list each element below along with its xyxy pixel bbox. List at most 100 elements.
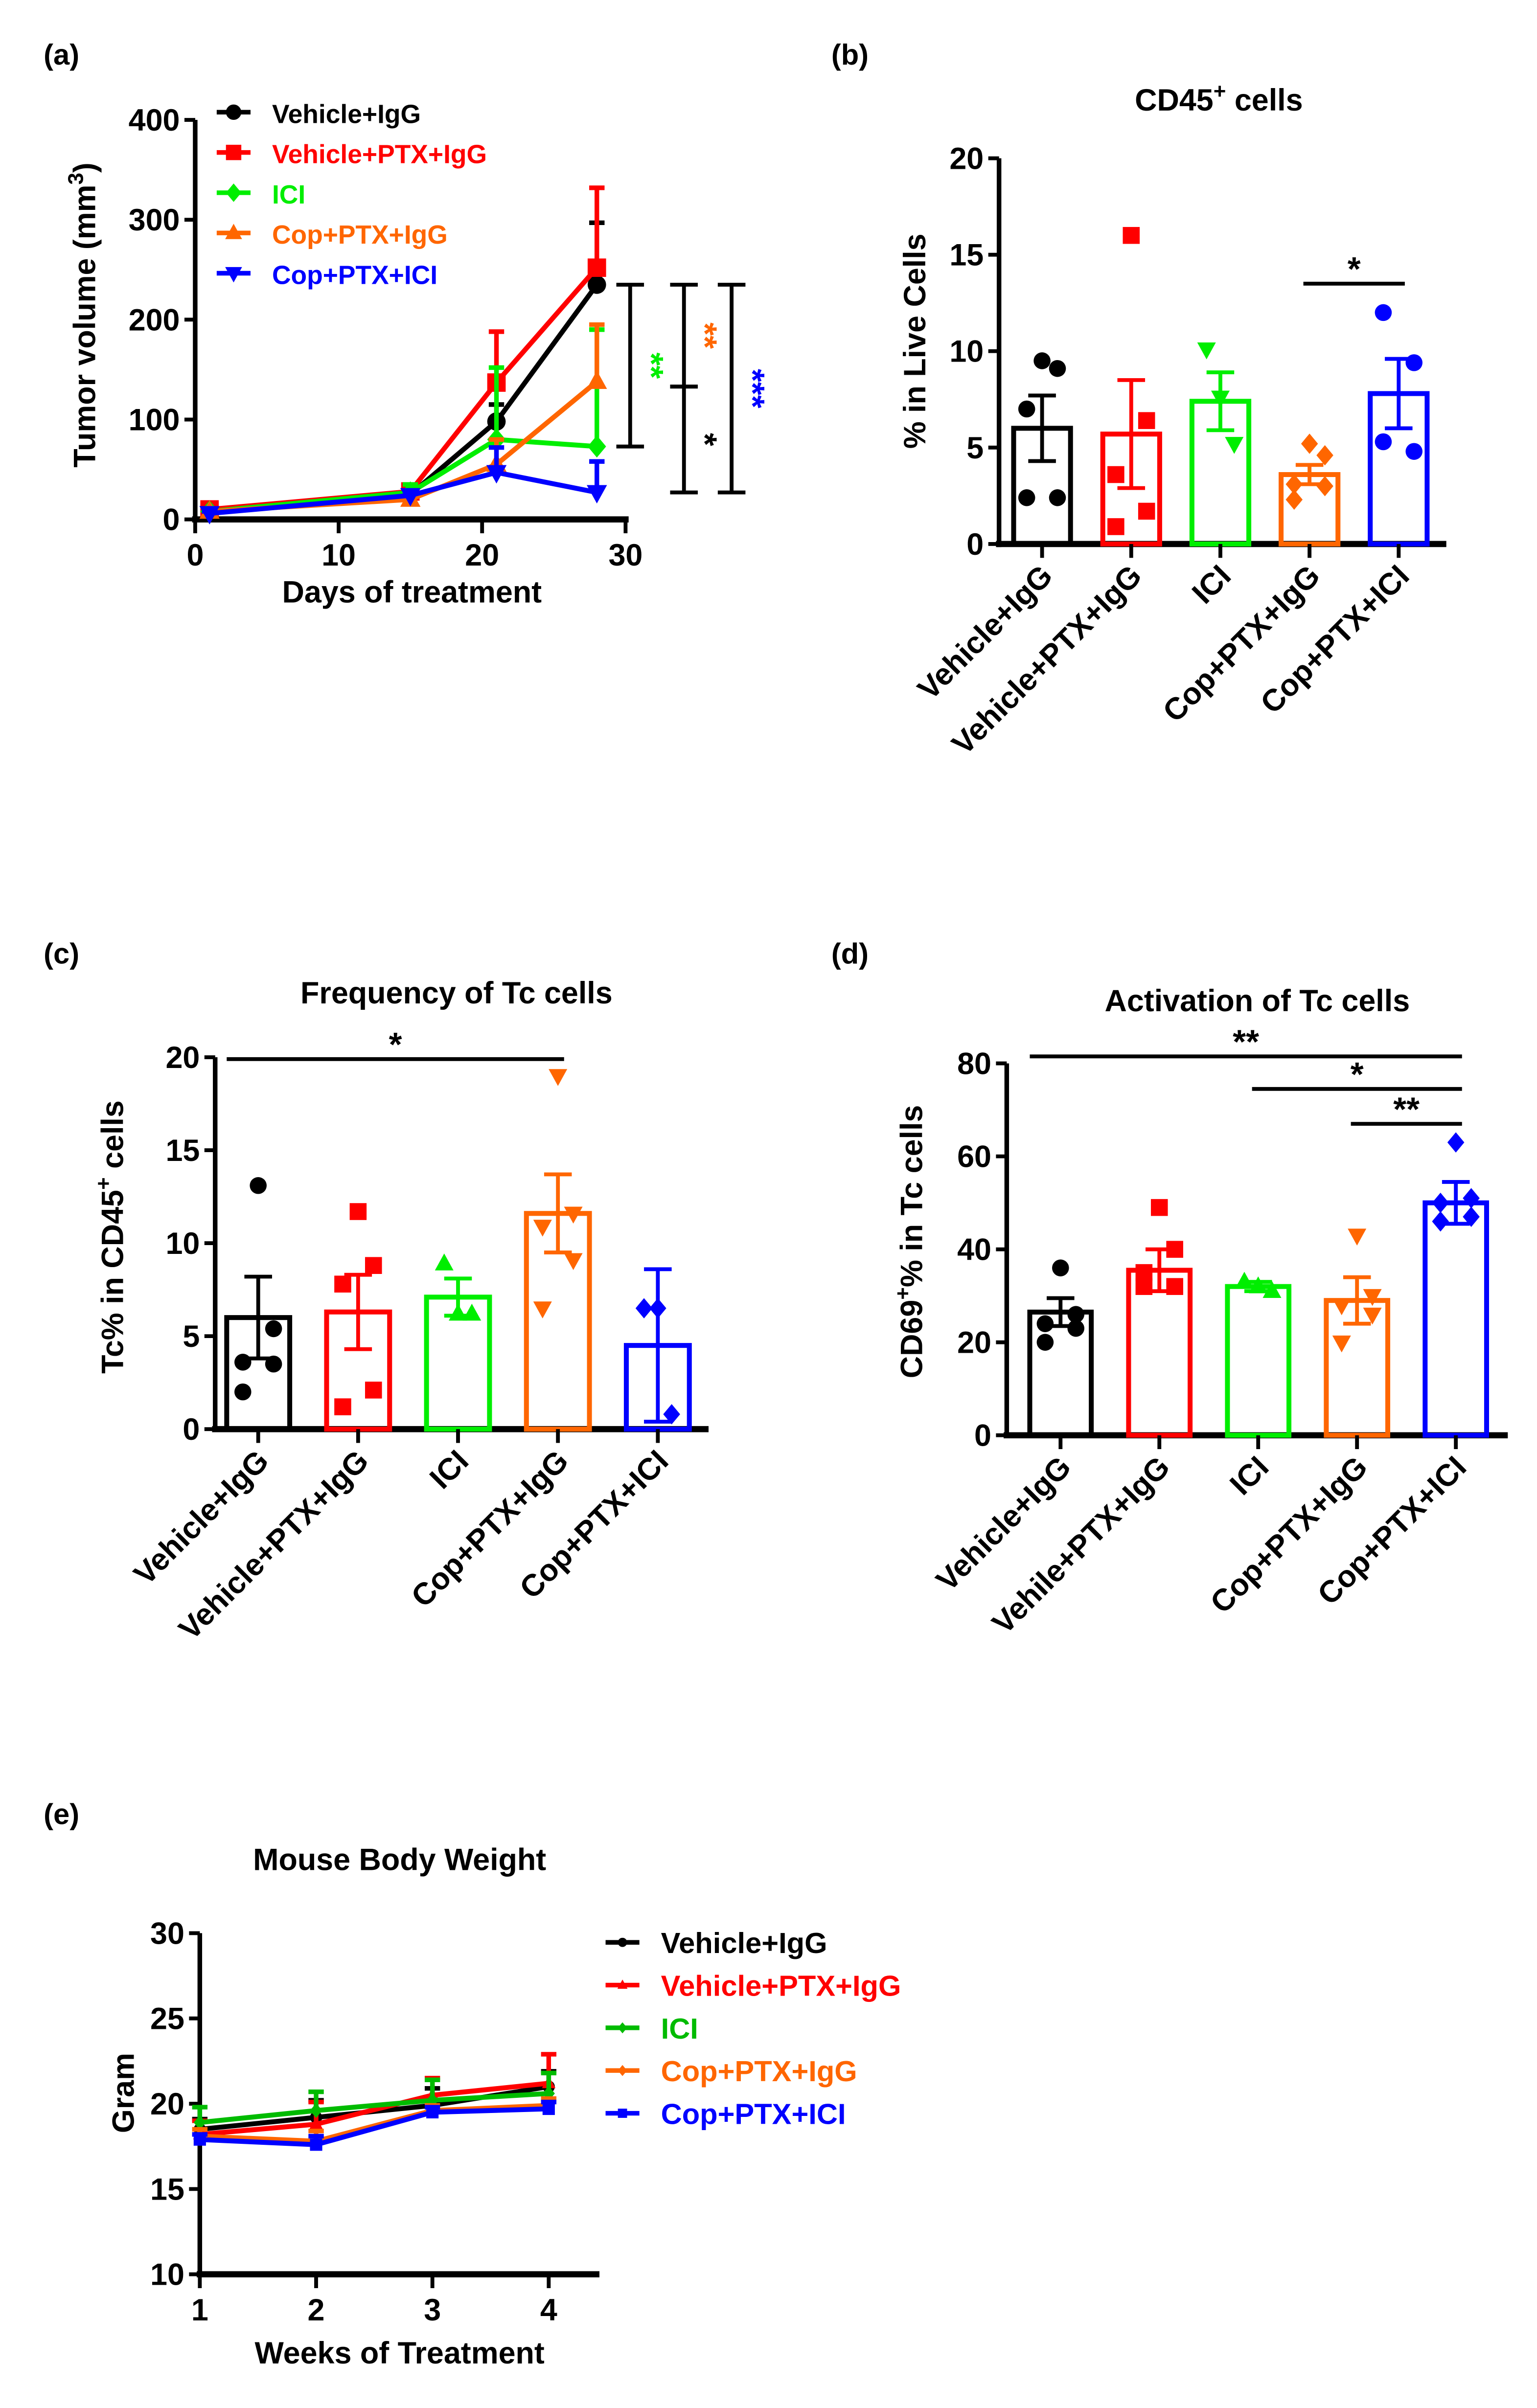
bar: [1422, 1200, 1490, 1438]
data-point: [250, 1177, 267, 1194]
y-tick-label: 0: [966, 527, 984, 562]
significance-label: *: [1348, 250, 1361, 288]
data-point: [1262, 1281, 1282, 1298]
data-point: [265, 1320, 282, 1338]
y-tick-label: 20: [949, 142, 984, 176]
data-point: [1332, 1335, 1351, 1353]
data-point: [549, 1069, 568, 1086]
data-point: [1375, 433, 1392, 451]
legend-label: Vehicle+IgG: [272, 100, 421, 129]
data-point: [426, 2106, 439, 2119]
series-line: [209, 283, 599, 514]
y-tick-label: 15: [165, 1134, 200, 1168]
y-axis-title: Tumor volume (mm3): [64, 162, 102, 468]
data-point: [1316, 476, 1333, 497]
data-point: [1107, 518, 1124, 535]
data-point: [1107, 466, 1124, 483]
data-point: [587, 258, 606, 277]
data-point: [1211, 390, 1230, 408]
significance-label: **: [1233, 1022, 1259, 1061]
data-point: [193, 2115, 206, 2130]
data-point: [1405, 354, 1422, 371]
data-point: [1225, 437, 1244, 454]
y-axis-title: % in Live Cells: [898, 233, 932, 449]
significance-label: *: [686, 433, 724, 446]
y-tick-label: 10: [165, 1227, 200, 1261]
x-tick-label: 0: [186, 538, 204, 572]
legend-marker: [618, 2065, 627, 2076]
legend-label: Vehicle+PTX+IgG: [272, 140, 487, 169]
legend-label: Cop+PTX+ICI: [661, 2098, 846, 2131]
series-line: [200, 2103, 549, 2144]
legend-label: Vehicle+PTX+IgG: [661, 1970, 901, 2002]
legend-marker: [226, 104, 242, 120]
y-tick-label: 80: [957, 1047, 991, 1081]
legend-label: ICI: [272, 181, 305, 209]
data-point: [1348, 1228, 1367, 1246]
x-tick-label: 30: [608, 538, 642, 572]
x-tick-label: Vehile+PTX+IgG: [986, 1450, 1176, 1640]
data-point: [449, 1303, 468, 1321]
x-axis-title: Weeks of Treatment: [255, 2336, 545, 2370]
data-point: [1197, 342, 1216, 360]
y-tick-label: 20: [165, 1041, 200, 1075]
series-line: [200, 2106, 549, 2147]
data-point: [1067, 1319, 1084, 1337]
y-tick-label: 25: [150, 2002, 184, 2036]
legend-label: ICI: [661, 2012, 698, 2045]
series-line: [209, 266, 599, 512]
legend-label: Cop+PTX+IgG: [272, 221, 448, 250]
y-tick-label: 300: [129, 203, 180, 237]
y-tick-label: 0: [163, 503, 180, 537]
legend-label: Cop+PTX+ICI: [272, 261, 437, 290]
y-tick-label: 0: [974, 1419, 991, 1453]
y-tick-label: 100: [129, 403, 180, 437]
data-point: [1375, 304, 1392, 321]
data-point: [435, 1253, 454, 1271]
data-point: [1432, 1211, 1449, 1232]
x-tick-label: 2: [308, 2293, 325, 2327]
y-tick-label: 0: [183, 1412, 200, 1447]
panel-label: (d): [831, 937, 869, 970]
data-point: [1033, 352, 1051, 369]
data-point: [1235, 1272, 1254, 1289]
series-line: [199, 2081, 549, 2137]
data-point: [310, 2138, 322, 2151]
data-point: [1138, 502, 1155, 520]
chart-title: Activation of Tc cells: [1105, 984, 1410, 1018]
data-point: [1432, 1192, 1449, 1213]
legend-label: Cop+PTX+IgG: [661, 2055, 857, 2088]
data-point: [1018, 489, 1035, 506]
data-point: [1301, 433, 1318, 454]
y-axis-title: Gram: [106, 2053, 140, 2133]
x-tick-label: 4: [540, 2293, 557, 2327]
x-tick-label: 20: [465, 538, 499, 572]
data-point: [400, 488, 421, 507]
significance-label: **: [632, 352, 670, 379]
data-point: [1135, 1278, 1153, 1295]
chart-title: Mouse Body Weight: [253, 1843, 546, 1877]
data-point: [587, 485, 607, 504]
x-tick-label: ICI: [1223, 1450, 1275, 1501]
y-tick-label: 5: [183, 1319, 200, 1354]
legend-marker: [618, 2109, 627, 2118]
data-point: [1067, 1306, 1084, 1323]
data-point: [1249, 1276, 1268, 1294]
data-point: [1363, 1307, 1382, 1325]
legend-marker: [225, 224, 242, 239]
y-tick-label: 20: [957, 1326, 991, 1360]
data-point: [533, 1220, 552, 1237]
y-tick-label: 60: [957, 1140, 991, 1174]
data-point: [1405, 443, 1422, 460]
y-tick-label: 400: [129, 103, 180, 137]
legend-marker: [225, 267, 242, 283]
panel-label: (a): [44, 38, 79, 71]
x-axis-title: Days of treatment: [282, 575, 542, 609]
y-tick-label: 10: [949, 335, 984, 369]
data-point: [1150, 1199, 1168, 1216]
series-line: [209, 470, 597, 516]
x-tick-label: 10: [321, 538, 356, 572]
data-point: [542, 2102, 555, 2115]
legend-marker: [618, 1937, 627, 1947]
y-tick-label: 20: [150, 2087, 184, 2121]
